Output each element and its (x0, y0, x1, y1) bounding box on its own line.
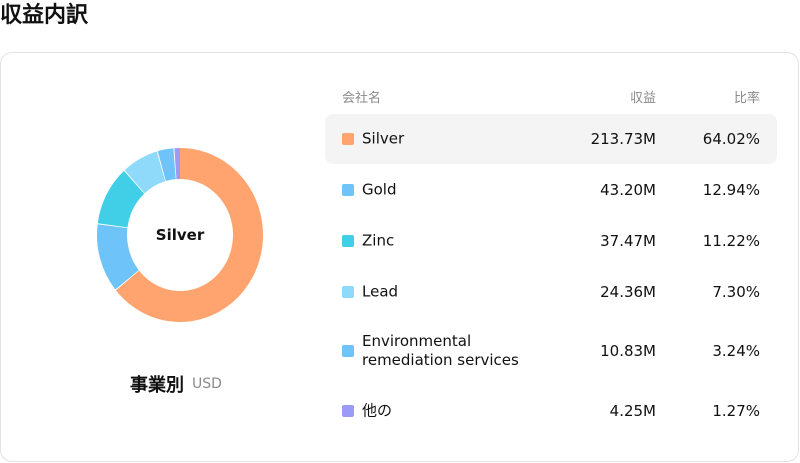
donut-center-label: Silver (155, 226, 205, 244)
row-ratio: 7.30% (712, 282, 760, 301)
row-name-line: remediation services (362, 351, 519, 369)
row-name: Environmental remediation services (362, 332, 519, 370)
chart-caption-label: 事業別 (130, 375, 185, 396)
table-row-lead[interactable]: Lead 24.36M 7.30% (325, 266, 777, 317)
row-revenue: 37.47M (600, 231, 656, 250)
row-name: Gold (362, 180, 397, 198)
row-revenue: 213.73M (590, 130, 656, 148)
row-name: Silver (362, 129, 405, 148)
page-title: 収益内訳 (0, 3, 89, 28)
row-name: Lead (362, 282, 399, 300)
header-company-name: 会社名 (342, 91, 382, 106)
revenue-breakdown-card: Silver 事業別 USD 会社名 収益 比率 Silver 213.73M 6… (0, 52, 799, 462)
row-name: 他の (362, 401, 393, 419)
row-revenue: 24.36M (600, 282, 656, 301)
row-revenue: 43.20M (600, 180, 656, 199)
chart-caption-unit: USD (192, 376, 222, 392)
row-revenue: 4.25M (609, 401, 656, 420)
legend-swatch (342, 285, 354, 298)
header-revenue: 収益 (629, 91, 656, 106)
row-ratio: 64.02% (702, 130, 760, 148)
legend-swatch (342, 133, 354, 145)
row-revenue: 10.83M (600, 342, 656, 360)
table-row-zinc[interactable]: Zinc 37.47M 11.22% (325, 215, 777, 266)
table-row-silver[interactable]: Silver 213.73M 64.02% (325, 114, 777, 164)
legend-swatch (342, 183, 354, 196)
donut-slice-4[interactable] (157, 148, 176, 182)
row-ratio: 1.27% (712, 401, 760, 420)
legend-swatch (342, 404, 354, 417)
donut-chart-svg (97, 148, 263, 322)
legend-swatch (342, 345, 354, 357)
donut-slice-0[interactable] (115, 148, 263, 322)
chart-caption: 事業別 USD (1, 371, 351, 397)
donut-slice-5[interactable] (174, 148, 180, 180)
revenue-table: 会社名 収益 比率 Silver 213.73M 64.02% Gold 43.… (325, 81, 777, 436)
row-name-line: Environmental (362, 332, 472, 350)
table-row-other[interactable]: 他の 4.25M 1.27% (325, 385, 777, 436)
header-ratio: 比率 (733, 91, 760, 106)
donut-slice-1[interactable] (97, 224, 139, 290)
donut-chart: Silver (95, 146, 265, 324)
table-header: 会社名 収益 比率 (325, 81, 777, 114)
row-ratio: 11.22% (702, 231, 760, 250)
table-row-gold[interactable]: Gold 43.20M 12.94% (325, 164, 777, 215)
table-row-environmental[interactable]: Environmental remediation services 10.83… (325, 317, 777, 385)
row-name: Zinc (362, 231, 395, 249)
legend-swatch (342, 234, 354, 247)
donut-slice-2[interactable] (97, 170, 145, 228)
row-ratio: 12.94% (702, 180, 760, 199)
row-ratio: 3.24% (712, 342, 760, 360)
donut-slice-3[interactable] (124, 151, 166, 194)
